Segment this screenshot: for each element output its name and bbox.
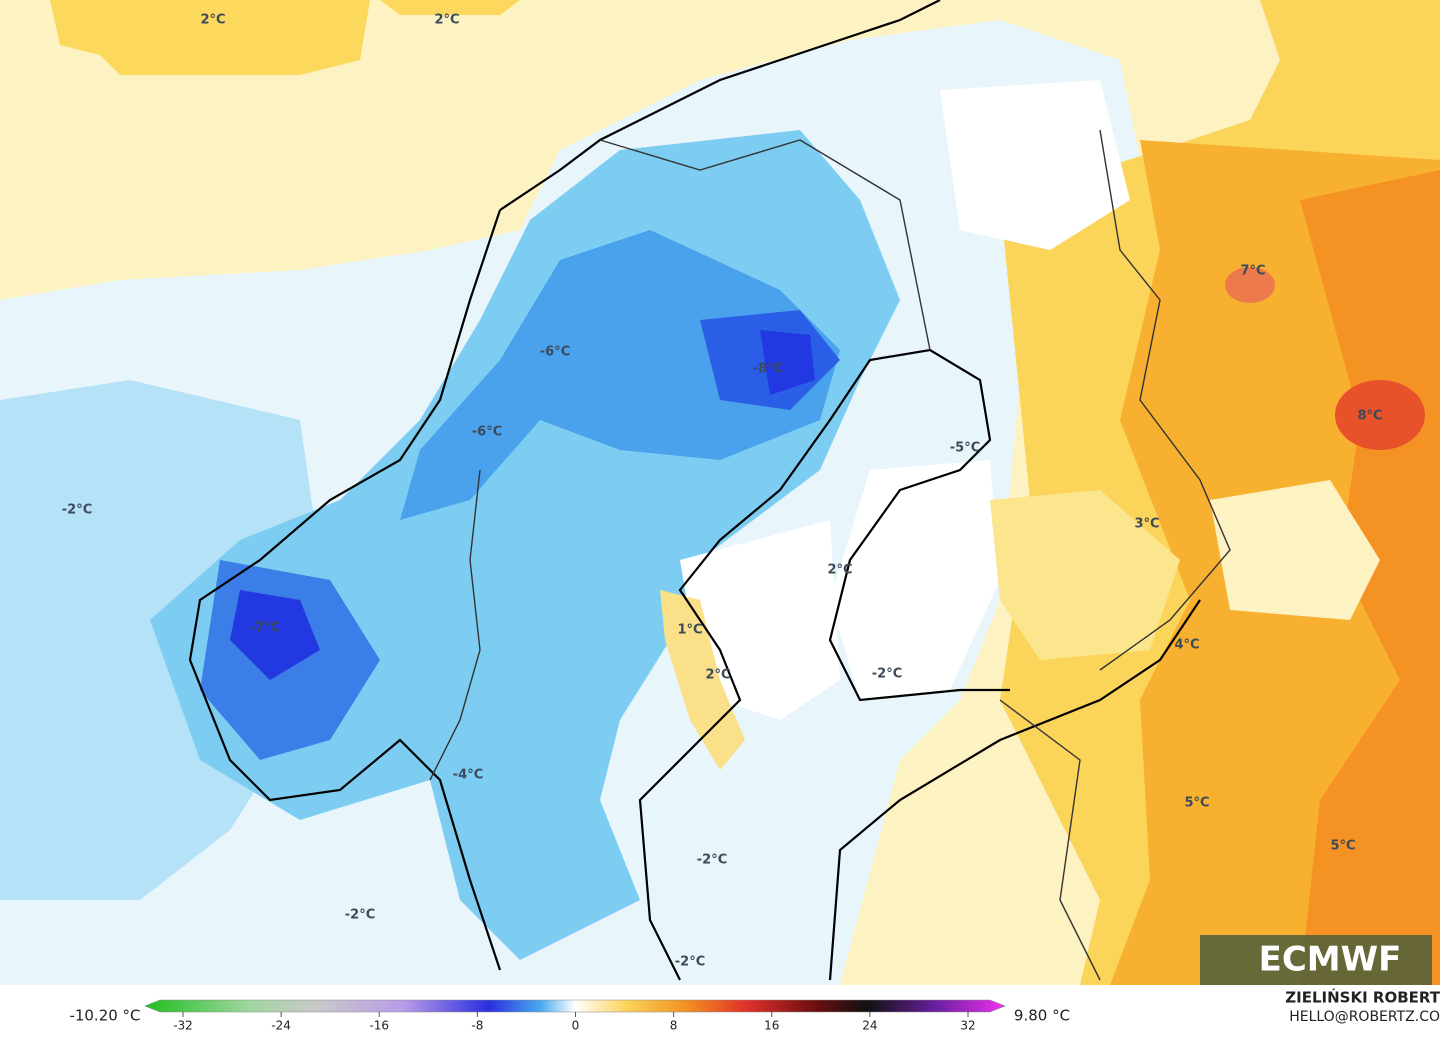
colorbar-tick-label: 0: [572, 1019, 580, 1033]
colorbar-tick-label: -24: [271, 1019, 291, 1033]
temperature-label: -2°C: [697, 853, 727, 868]
temperature-label: 7°C: [1240, 264, 1265, 279]
temperature-label: 5°C: [1184, 796, 1209, 811]
credit-author: ZIELIŃSKI ROBERT: [1285, 988, 1440, 1007]
temperature-label: 5°C: [1330, 839, 1355, 854]
map-fill: [0, 0, 1440, 985]
colorbar: [144, 999, 1006, 1013]
colorbar-max: 9.80 °C: [1014, 1007, 1070, 1025]
colorbar-tick-label: 8: [670, 1019, 678, 1033]
temperature-label: 4°C: [1174, 638, 1199, 653]
temperature-label: 2°C: [434, 13, 459, 28]
colorbar-tick-label: 32: [960, 1019, 975, 1033]
colorbar-tick-label: 24: [862, 1019, 877, 1033]
temperature-label: -5°C: [950, 441, 980, 456]
colorbar-min: -10.20 °C: [69, 1007, 140, 1025]
temperature-label: -2°C: [872, 667, 902, 682]
temperature-label: -2°C: [62, 503, 92, 518]
borders: [429, 129, 1231, 981]
coastline: [188, 0, 1201, 981]
colorbar-tick-label: -32: [173, 1019, 193, 1033]
logo: ECMWF: [1259, 940, 1402, 980]
temperature-label: -7°C: [250, 621, 280, 636]
temperature-label: 8°C: [1357, 409, 1382, 424]
credit-contact: HELLO@ROBERTZ.CO: [1289, 1009, 1440, 1025]
logo-box: [1200, 935, 1432, 985]
temperature-label: -2°C: [345, 908, 375, 923]
temperature-label: 3°C: [1134, 517, 1159, 532]
temperature-label: -6°C: [472, 425, 502, 440]
temperature-label: 2°C: [200, 13, 225, 28]
temperature-label: 2°C: [705, 668, 730, 683]
colorbar-tick-label: 16: [764, 1019, 779, 1033]
colorbar-tick-label: -16: [369, 1019, 389, 1033]
temperature-label: -6°C: [540, 345, 570, 360]
temperature-label: 1°C: [677, 623, 702, 638]
temperature-label: 2°C: [827, 563, 852, 578]
temperature-label: -2°C: [675, 955, 705, 970]
temperature-label: -4°C: [453, 768, 483, 783]
colorbar-tick-label: -8: [471, 1019, 483, 1033]
temperature-label: -8°C: [753, 362, 783, 377]
